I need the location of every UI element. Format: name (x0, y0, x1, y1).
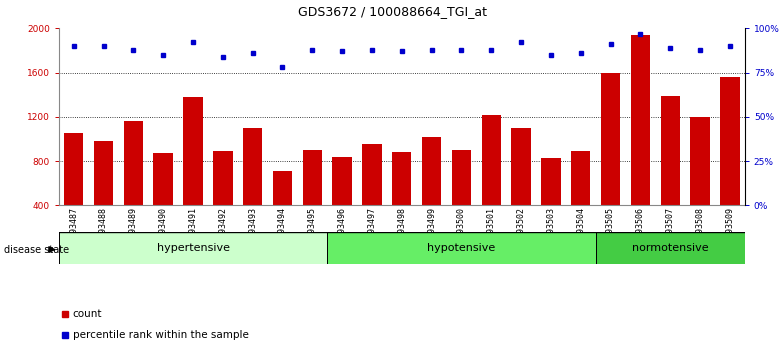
Bar (154, 153, 173, 250)
Bar (601, 73, 620, 250)
Bar (213, 151, 233, 250)
Text: count: count (72, 309, 102, 319)
Bar (720, 77, 739, 250)
Bar (392, 152, 412, 250)
Text: GDS3672 / 100088664_TGI_at: GDS3672 / 100088664_TGI_at (297, 5, 487, 18)
Bar (94, 141, 113, 250)
Bar (541, 158, 561, 250)
Text: hypertensive: hypertensive (157, 243, 230, 253)
Bar (59, 232, 327, 264)
Bar (630, 35, 650, 250)
Bar (64, 133, 83, 250)
Bar (332, 156, 352, 250)
Bar (596, 232, 745, 264)
Bar (422, 137, 441, 250)
Bar (243, 128, 263, 250)
Bar (183, 97, 203, 250)
Bar (661, 96, 680, 250)
Bar (303, 150, 322, 250)
Bar (124, 121, 143, 250)
Text: hypotensive: hypotensive (427, 243, 495, 253)
Text: percentile rank within the sample: percentile rank within the sample (72, 330, 249, 341)
Text: disease state: disease state (4, 245, 69, 255)
Bar (511, 128, 531, 250)
Bar (571, 151, 590, 250)
Bar (452, 150, 471, 250)
Bar (273, 171, 292, 250)
Bar (327, 232, 596, 264)
Text: normotensive: normotensive (632, 243, 709, 253)
Bar (481, 115, 501, 250)
Bar (362, 144, 382, 250)
Bar (691, 117, 710, 250)
